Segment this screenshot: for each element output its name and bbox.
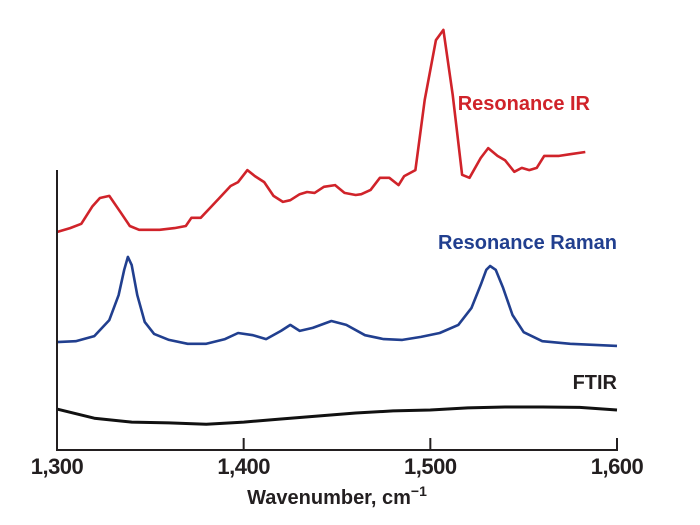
series-label-resonance-raman: Resonance Raman xyxy=(438,232,617,254)
x-tick-label: 1,500 xyxy=(404,454,457,479)
x-tick-label: 1,600 xyxy=(591,454,644,479)
series-line-ftir xyxy=(56,405,618,426)
x-tick-label: 1,400 xyxy=(217,454,270,479)
series-line-resonance-ir xyxy=(56,28,586,234)
x-axis-title: Wavenumber, cm−1 xyxy=(247,483,427,509)
x-axis-title-text: Wavenumber, cm xyxy=(247,487,411,509)
x-tick-label: 1,300 xyxy=(31,454,84,479)
series-label-resonance-ir: Resonance IR xyxy=(458,93,591,115)
x-axis-title-superscript: −1 xyxy=(411,483,427,499)
series-label-ftir: FTIR xyxy=(573,372,618,394)
series-line-resonance-raman xyxy=(56,255,618,348)
